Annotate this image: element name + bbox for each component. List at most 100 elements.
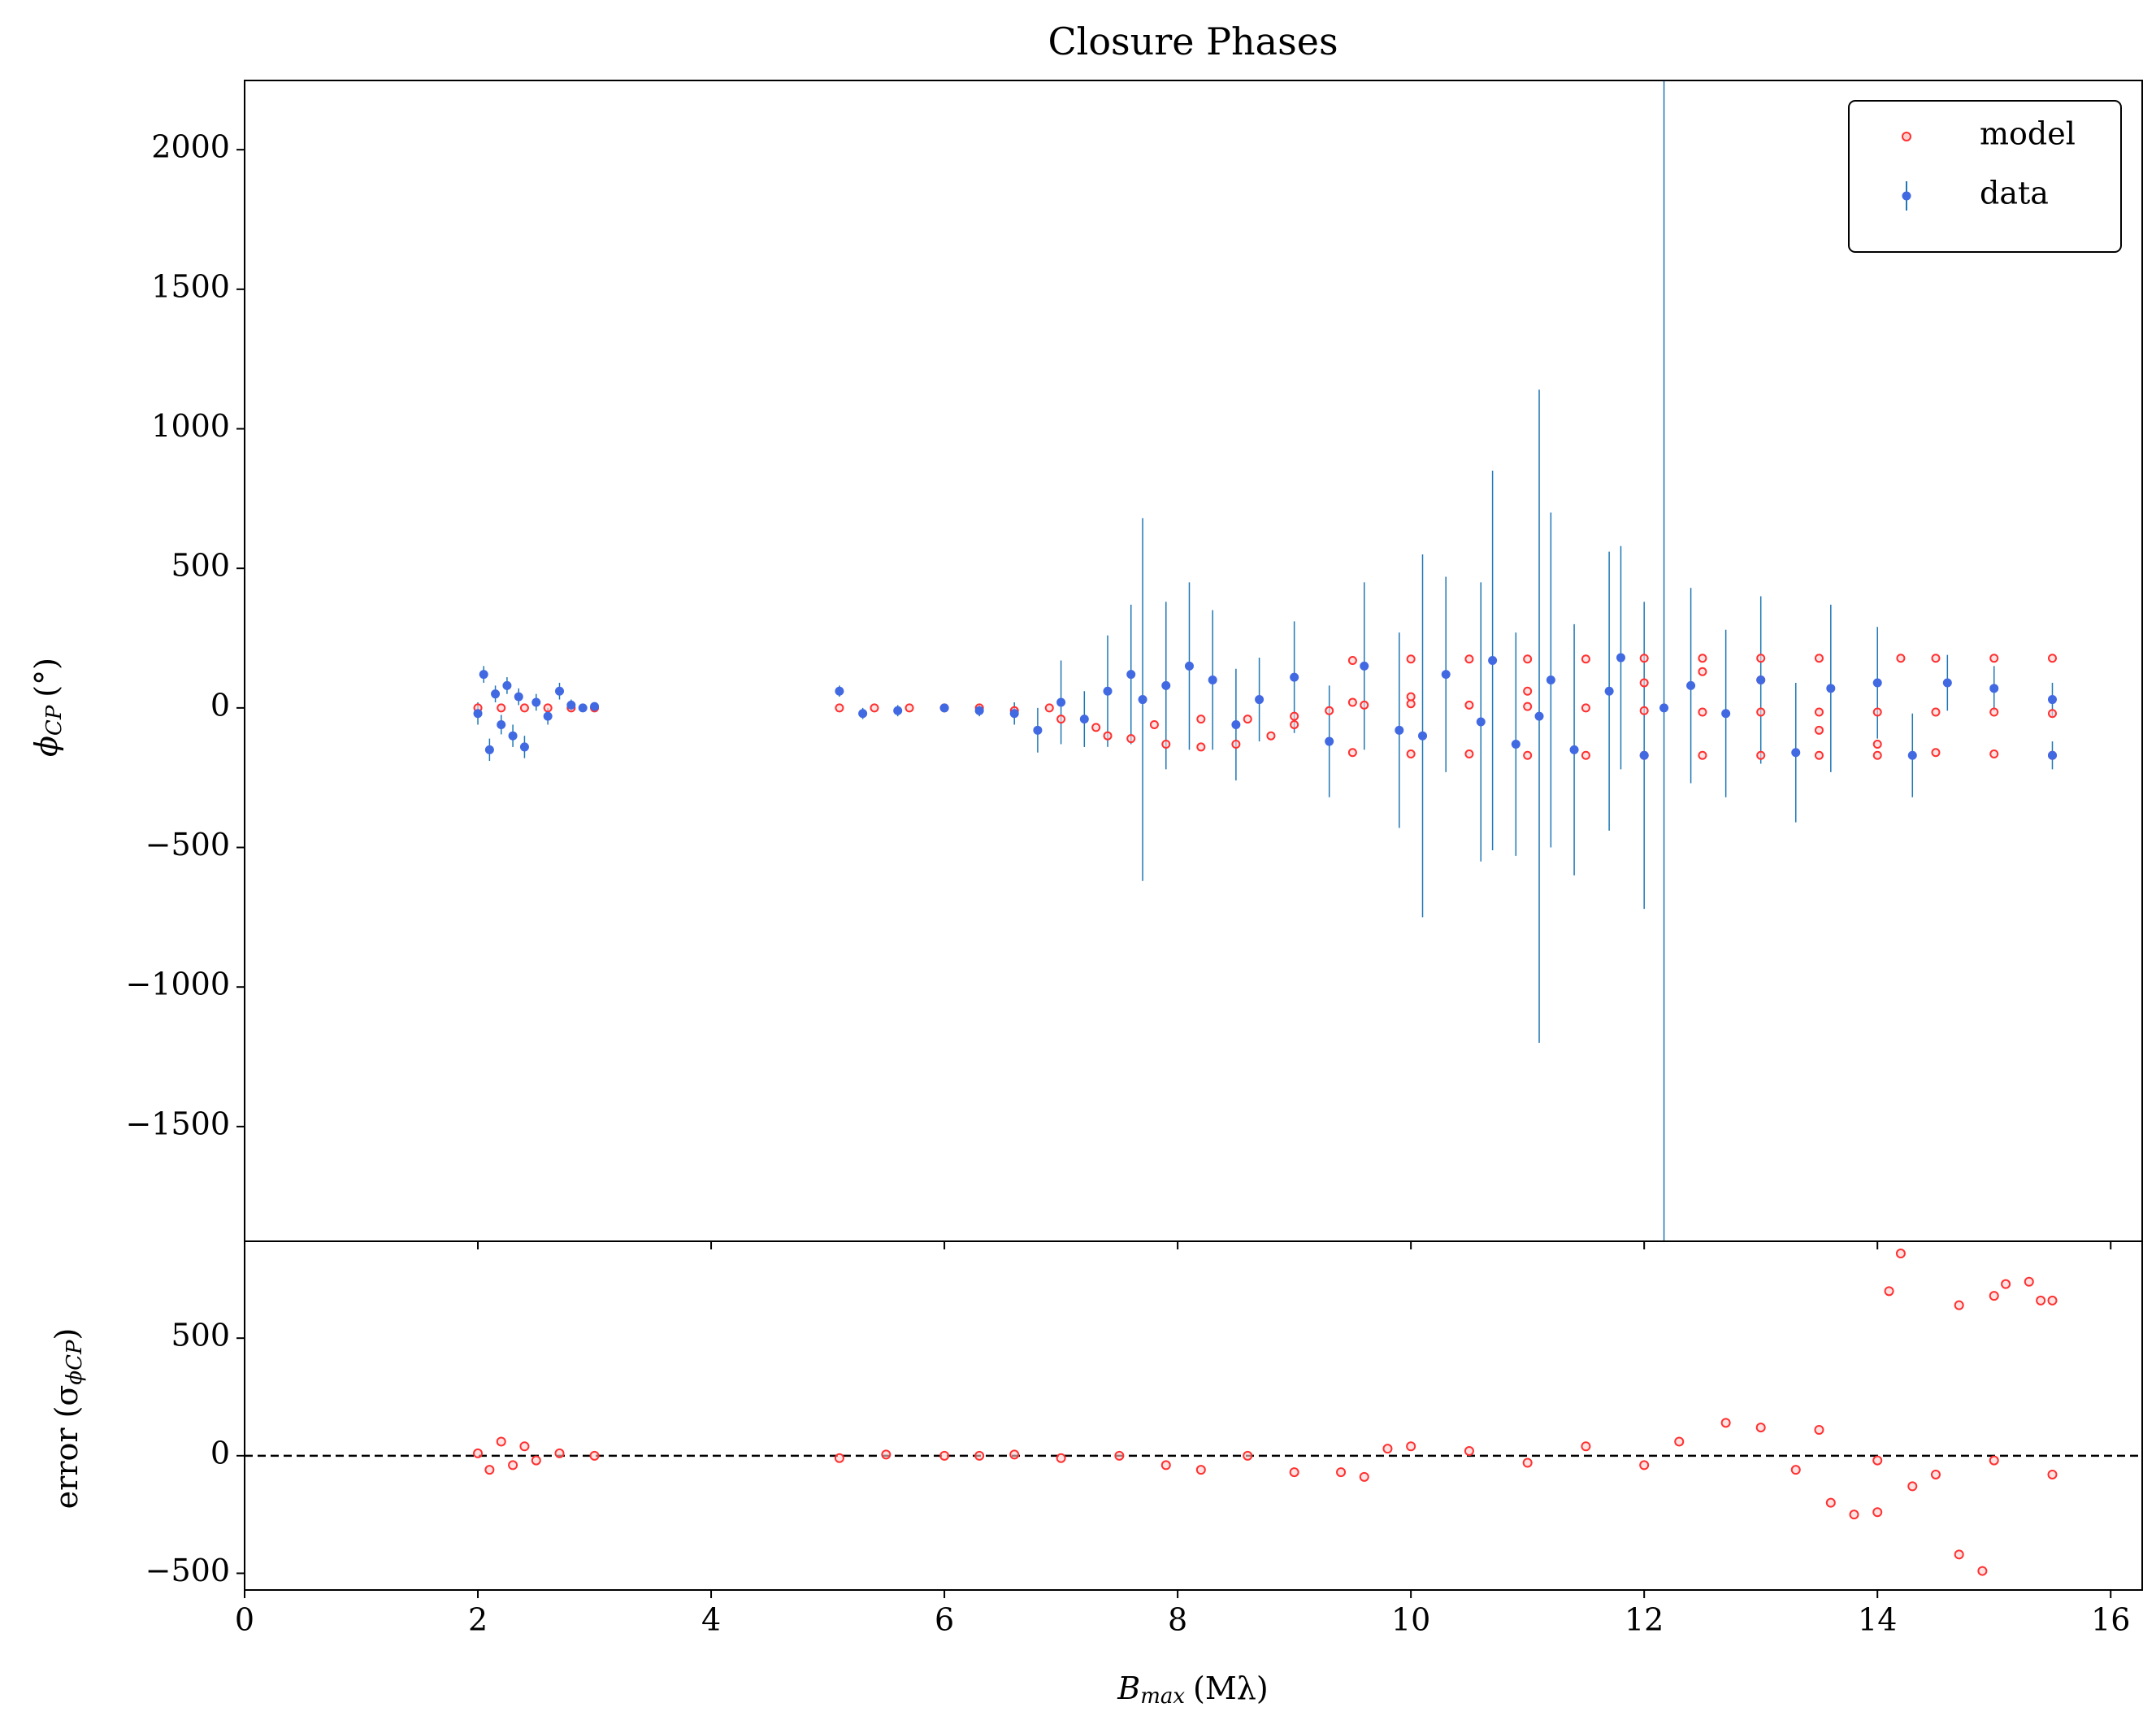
model-point bbox=[1091, 723, 1101, 732]
model-point bbox=[1581, 750, 1590, 760]
model-point bbox=[1290, 719, 1299, 729]
model-point bbox=[1523, 654, 1533, 664]
residual-point bbox=[531, 1455, 541, 1466]
residual-point bbox=[1160, 1460, 1171, 1471]
plot-area bbox=[245, 1249, 2142, 1576]
y-label-sub: ϕCP bbox=[63, 1340, 87, 1385]
y-label-unit: (°) bbox=[28, 658, 64, 697]
data-point bbox=[1616, 653, 1625, 662]
y-tick-label: 1000 bbox=[151, 408, 230, 444]
data-point bbox=[1686, 680, 1696, 690]
model-point bbox=[543, 703, 553, 713]
model-point bbox=[1161, 739, 1171, 749]
residual-point bbox=[1674, 1436, 1685, 1447]
residual-point bbox=[1114, 1450, 1125, 1461]
model-point bbox=[1872, 739, 1882, 749]
residual-point bbox=[1884, 1286, 1894, 1297]
model-point bbox=[904, 703, 914, 713]
model-point bbox=[1814, 725, 1824, 735]
data-point bbox=[1208, 676, 1217, 685]
model-point bbox=[1056, 715, 1066, 724]
residual-point bbox=[1195, 1465, 1206, 1475]
residual-point bbox=[1872, 1455, 1883, 1466]
residual-point bbox=[2001, 1279, 2011, 1289]
y-label-text: error (σ bbox=[49, 1385, 85, 1510]
data-point bbox=[1488, 655, 1498, 665]
residual-point bbox=[1977, 1566, 1988, 1576]
data-point bbox=[1033, 725, 1043, 735]
model-point bbox=[1266, 731, 1276, 741]
data-point bbox=[1907, 750, 1917, 760]
x-tick-label: 6 bbox=[935, 1602, 954, 1638]
y-tick-label: −500 bbox=[145, 1553, 230, 1588]
y-axis-label: error (σϕCP) bbox=[49, 1328, 88, 1510]
data-point bbox=[1826, 684, 1836, 693]
model-point bbox=[1523, 686, 1533, 696]
residual-point bbox=[1522, 1457, 1533, 1468]
model-point bbox=[1639, 678, 1649, 688]
data-point bbox=[939, 703, 949, 713]
residual-point bbox=[974, 1450, 985, 1461]
data-point bbox=[590, 702, 600, 711]
data-point bbox=[1872, 678, 1882, 688]
data-point bbox=[1639, 750, 1649, 760]
residual-point bbox=[1720, 1418, 1731, 1428]
data-point bbox=[1184, 661, 1194, 671]
residual-point bbox=[1359, 1471, 1369, 1482]
x-label-unit: (Mλ) bbox=[1193, 1670, 1269, 1706]
residual-point bbox=[1872, 1507, 1883, 1518]
x-axis-label: Bmax (Mλ) bbox=[1117, 1670, 1268, 1709]
residual-point bbox=[1989, 1291, 1999, 1301]
model-point bbox=[1931, 707, 1941, 717]
data-point bbox=[1418, 731, 1428, 741]
model-point bbox=[1698, 654, 1707, 663]
model-point bbox=[1464, 654, 1474, 664]
model-point bbox=[1639, 654, 1649, 663]
model-point bbox=[1103, 731, 1113, 741]
data-point bbox=[1659, 703, 1669, 713]
data-point bbox=[1989, 684, 1999, 693]
y-tick-label: 2000 bbox=[151, 129, 230, 165]
y-label-end: ) bbox=[49, 1328, 85, 1340]
model-point bbox=[1231, 739, 1241, 749]
residual-point bbox=[1336, 1467, 1347, 1478]
model-point bbox=[1931, 654, 1941, 663]
model-point bbox=[1196, 742, 1206, 752]
model-point bbox=[1243, 715, 1252, 724]
data-point bbox=[1009, 709, 1019, 719]
data-point bbox=[554, 686, 564, 696]
legend-label: data bbox=[1980, 176, 2049, 211]
x-tick-label: 0 bbox=[235, 1602, 254, 1638]
model-point bbox=[1126, 734, 1136, 744]
data-point bbox=[1056, 697, 1066, 707]
data-point bbox=[974, 706, 984, 715]
residual-point bbox=[1382, 1444, 1393, 1454]
y-tick-label: −1000 bbox=[125, 967, 230, 1002]
legend-label: model bbox=[1980, 116, 2076, 152]
data-point bbox=[531, 697, 541, 707]
data-point bbox=[1942, 678, 1952, 688]
model-point bbox=[1814, 750, 1824, 760]
model-point bbox=[1698, 707, 1707, 717]
data-point bbox=[1756, 676, 1766, 685]
data-point bbox=[519, 742, 529, 752]
data-point bbox=[1079, 715, 1089, 724]
model-point bbox=[1196, 715, 1206, 724]
model-point bbox=[1044, 703, 1054, 713]
residual-point bbox=[2024, 1276, 2034, 1287]
x-label-sub: max bbox=[1140, 1684, 1185, 1709]
residual-point bbox=[1825, 1497, 1836, 1508]
model-point bbox=[1872, 707, 1882, 717]
residual-point bbox=[1243, 1450, 1253, 1461]
model-point bbox=[2047, 709, 2057, 719]
data-point bbox=[1138, 695, 1147, 705]
y-label-symbol: ϕ bbox=[28, 736, 64, 757]
model-point bbox=[1347, 697, 1357, 707]
x-tick-label: 14 bbox=[1858, 1602, 1897, 1638]
model-point bbox=[2047, 654, 2057, 663]
residual-point bbox=[496, 1436, 506, 1447]
x-tick-label: 10 bbox=[1391, 1602, 1430, 1638]
residual-point bbox=[939, 1450, 950, 1461]
